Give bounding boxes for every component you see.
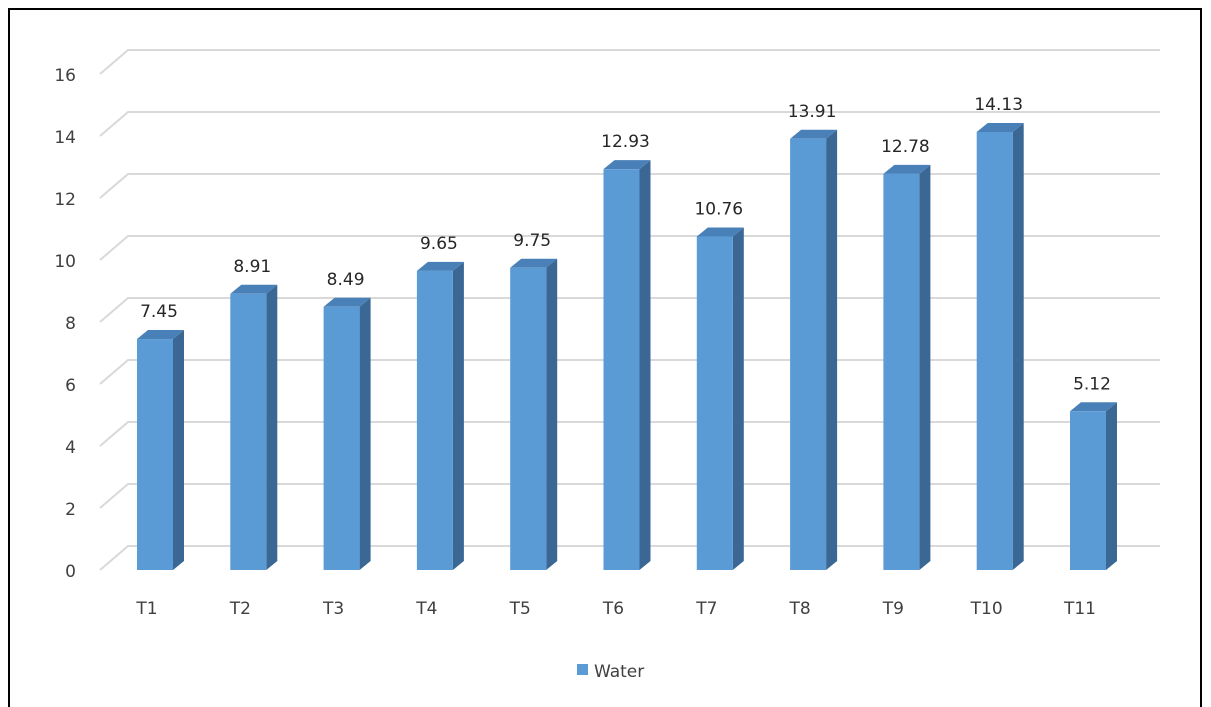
bar: [137, 339, 173, 570]
x-tick-label: T6: [602, 599, 624, 619]
bar-top: [976, 122, 1024, 132]
bar: [323, 306, 360, 570]
bar-top: [230, 284, 278, 294]
x-tick-label: T9: [882, 599, 904, 619]
bar-side: [546, 258, 558, 570]
bar-top: [416, 261, 464, 271]
value-label: 7.45: [140, 302, 178, 322]
bar: [603, 169, 640, 571]
x-tick-label: T1: [135, 599, 157, 619]
bar-side: [452, 261, 464, 570]
value-label: 9.65: [420, 234, 458, 254]
bar-side: [826, 129, 838, 571]
value-label: 12.78: [881, 137, 930, 157]
bar: [883, 173, 920, 570]
value-label: 8.91: [233, 257, 271, 277]
bar-side: [1106, 402, 1117, 570]
y-tick-label: 16: [54, 66, 76, 86]
y-tick-label: 2: [65, 500, 76, 520]
bar-top: [790, 129, 838, 139]
x-tick-label: T4: [415, 599, 437, 619]
value-label: 9.75: [513, 231, 551, 251]
grid-line: [99, 111, 1160, 137]
bar: [230, 293, 267, 570]
bar-side: [919, 164, 931, 570]
x-tick-label: T2: [229, 599, 251, 619]
bar-side: [359, 297, 371, 570]
y-tick-label: 6: [65, 376, 76, 396]
x-tick-label: T10: [970, 599, 1003, 619]
bar-side: [173, 330, 184, 570]
bar: [790, 138, 827, 571]
y-tick-label: 10: [54, 252, 76, 272]
y-tick-label: 12: [54, 190, 76, 210]
value-label: 5.12: [1073, 374, 1111, 394]
bar-top: [137, 330, 184, 340]
value-label: 13.91: [788, 102, 837, 122]
value-label: 10.76: [694, 199, 743, 219]
bar-top: [1070, 402, 1117, 412]
bar-side: [732, 227, 744, 570]
grid-line: [99, 49, 1160, 75]
bar: [1070, 411, 1106, 570]
y-tick-label: 14: [54, 128, 76, 148]
bar: [510, 267, 547, 570]
bar: [696, 236, 733, 570]
x-tick-label: T7: [695, 599, 717, 619]
bar-top: [883, 164, 931, 174]
bar-side: [1012, 122, 1024, 570]
value-label: 14.13: [974, 95, 1023, 115]
bar-top: [603, 160, 651, 170]
bar-top: [510, 258, 558, 268]
value-label: 12.93: [601, 132, 650, 152]
y-tick-label: 8: [65, 314, 76, 334]
y-tick-label: 4: [65, 438, 76, 458]
bar-top: [696, 227, 744, 237]
x-tick-label: T3: [322, 599, 344, 619]
bar: [416, 270, 453, 570]
legend-swatch: [577, 664, 588, 675]
bar-top: [323, 297, 371, 307]
bar-side: [266, 284, 278, 570]
legend-label: Water: [594, 662, 644, 682]
bar: [976, 131, 1013, 570]
value-label: 8.49: [327, 270, 365, 290]
x-tick-label: T5: [509, 599, 531, 619]
bar-side: [639, 160, 651, 571]
x-tick-label: T8: [788, 599, 810, 619]
x-tick-label: T11: [1063, 599, 1096, 619]
y-tick-label: 0: [65, 562, 76, 582]
